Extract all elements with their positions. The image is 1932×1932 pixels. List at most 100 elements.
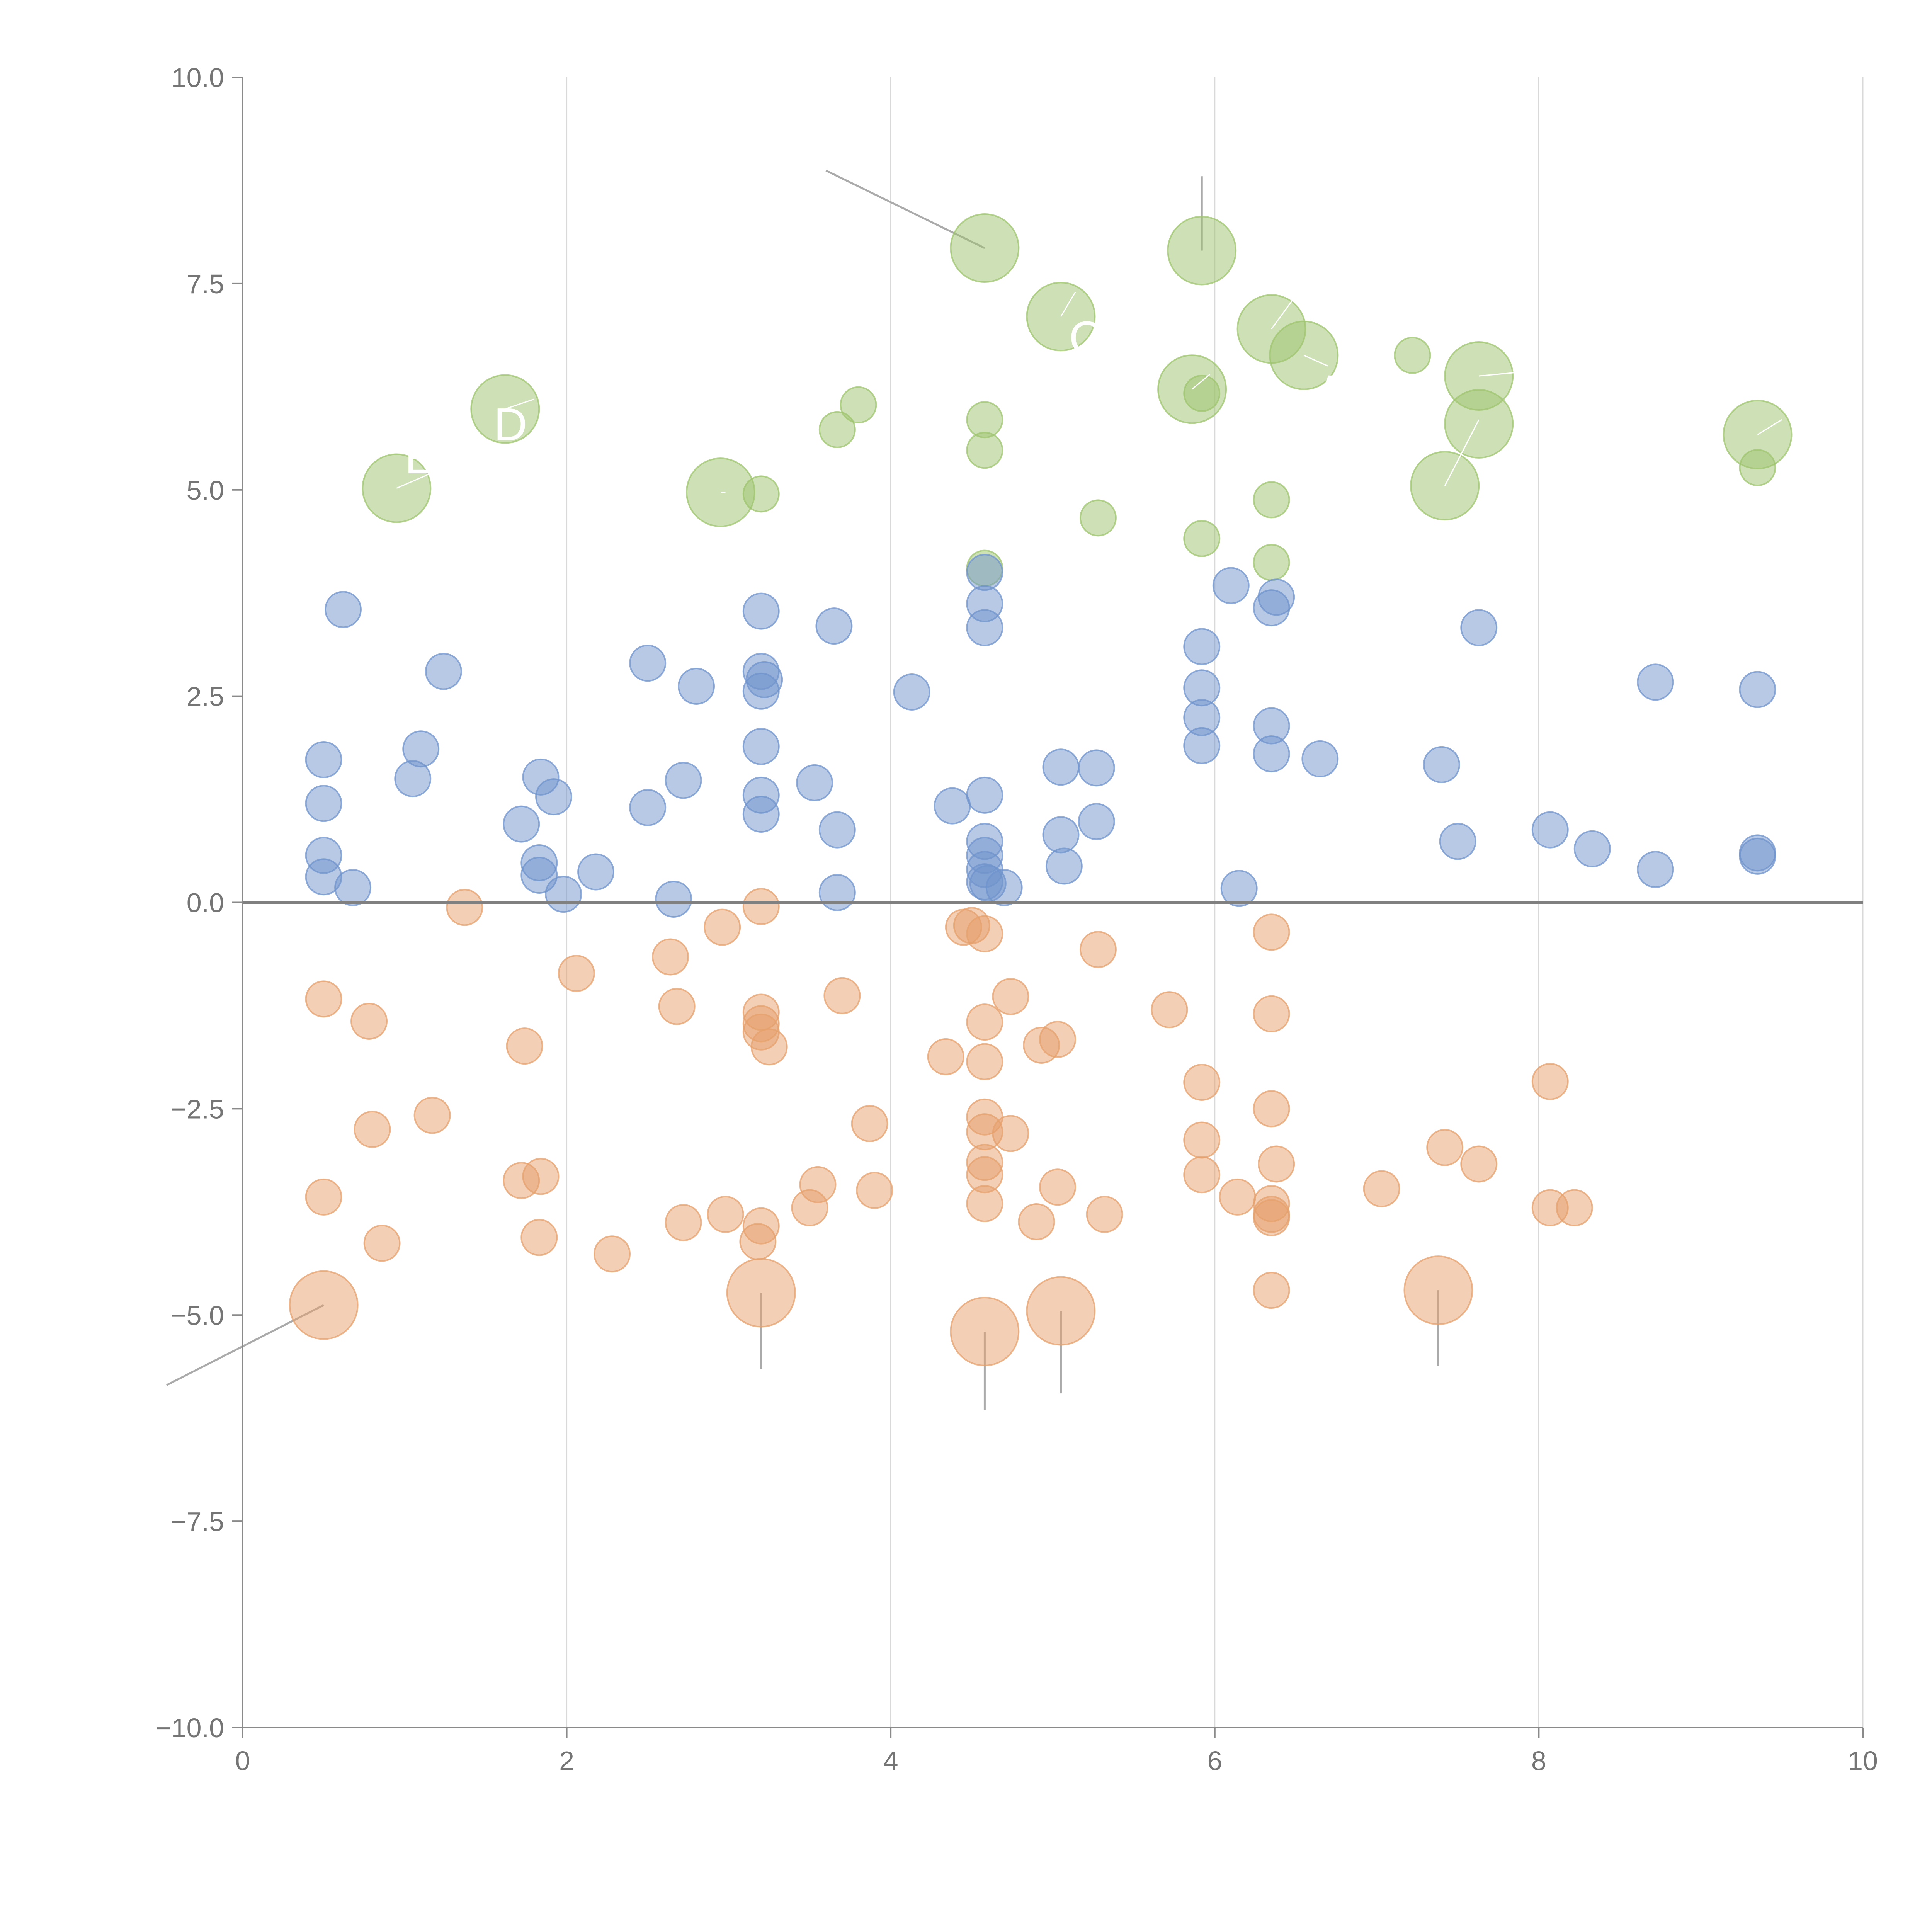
- y-tick-label: −2.5: [171, 1094, 224, 1124]
- green-bubble: [1253, 544, 1290, 581]
- orange-bubble: [1403, 1255, 1473, 1325]
- orange-bubble: [856, 1172, 893, 1209]
- y-tick-label: −7.5: [171, 1507, 224, 1537]
- orange-bubble: [363, 1225, 401, 1262]
- bubble-marks: [289, 213, 1793, 1366]
- ghost-label: A: [1315, 366, 1346, 417]
- orange-bubble: [966, 1185, 1003, 1222]
- orange-bubble: [1253, 1199, 1290, 1236]
- callout-line: [1757, 419, 1782, 435]
- blue-bubble: [818, 874, 856, 911]
- orange-bubble: [966, 915, 1003, 952]
- orange-bubble: [726, 1258, 796, 1328]
- blue-bubble: [1573, 830, 1611, 867]
- blue-bubble: [678, 667, 715, 705]
- ghost-labels: E D C A: [405, 312, 1346, 483]
- blue-bubble: [629, 645, 667, 682]
- green-bubble: [742, 475, 780, 513]
- orange-bubble: [1039, 1020, 1077, 1058]
- x-tick-label: 6: [1207, 1746, 1222, 1776]
- orange-bubble: [823, 977, 861, 1014]
- blue-bubble: [966, 609, 1003, 646]
- blue-bubble: [815, 607, 853, 645]
- orange-bubble: [992, 1115, 1029, 1152]
- y-axis-ticks: 10.0 7.5 5.0 2.5 0.0 −2.5 −5.0 −7.5 −10.0: [156, 63, 243, 1743]
- blue-bubble: [966, 554, 1003, 591]
- x-tick-label: 8: [1531, 1746, 1546, 1776]
- callout-line: [1479, 372, 1515, 377]
- green-bubble: [1167, 216, 1237, 286]
- orange-bubble: [1183, 1064, 1221, 1101]
- blue-bubble: [535, 778, 573, 816]
- blue-bubble: [1460, 609, 1498, 646]
- blue-bubble: [655, 880, 692, 918]
- orange-bubble: [927, 1038, 964, 1075]
- blue-bubble: [503, 805, 540, 843]
- orange-bubble: [1183, 1121, 1221, 1159]
- orange-bubble: [1219, 1178, 1256, 1216]
- orange-bubble: [704, 908, 741, 946]
- blue-bubble: [1739, 671, 1776, 708]
- x-axis-ticks: 0 2 4 6 8 10: [235, 1728, 1878, 1776]
- callout-line: [1444, 419, 1480, 486]
- green-bubble: [1739, 449, 1776, 486]
- y-tick-label: −5.0: [171, 1300, 224, 1330]
- blue-bubble: [1253, 735, 1290, 773]
- green-bubble: [818, 411, 856, 448]
- blue-bubble: [966, 776, 1003, 814]
- orange-bubble: [1531, 1063, 1569, 1100]
- orange-bubble: [594, 1235, 631, 1273]
- orange-bubble: [707, 1196, 744, 1233]
- orange-bubble: [289, 1270, 359, 1340]
- blue-bubble: [742, 592, 780, 630]
- blue-bubble: [577, 853, 615, 891]
- orange-bubble: [446, 889, 483, 926]
- orange-bubble: [1018, 1203, 1055, 1240]
- callout-line: [1271, 299, 1293, 330]
- callout-line: [1060, 291, 1076, 317]
- orange-bubble: [506, 1027, 543, 1065]
- orange-bubble: [1151, 991, 1188, 1029]
- y-tick-label: 0.0: [187, 888, 224, 918]
- x-tick-label: 2: [559, 1746, 574, 1776]
- blue-bubble: [1739, 837, 1776, 875]
- blue-bubble: [985, 869, 1023, 906]
- orange-bubble: [305, 1178, 342, 1216]
- blue-bubble: [742, 672, 780, 710]
- blue-bubble: [934, 787, 971, 825]
- orange-bubble: [520, 1219, 558, 1256]
- blue-bubble: [1183, 628, 1221, 665]
- orange-bubble: [305, 980, 342, 1018]
- orange-bubble: [658, 988, 696, 1025]
- blue-bubble: [1439, 823, 1476, 860]
- orange-bubble: [1253, 995, 1290, 1032]
- blue-bubble: [1301, 740, 1339, 777]
- x-tick-label: 4: [883, 1746, 898, 1776]
- blue-bubble: [1258, 578, 1295, 616]
- blue-bubble: [1637, 663, 1674, 701]
- blue-bubble: [1042, 816, 1080, 854]
- orange-bubble: [354, 1111, 391, 1148]
- callout-line: [396, 468, 441, 489]
- orange-bubble: [651, 938, 689, 976]
- blue-bubble: [305, 741, 342, 779]
- green-bubble: [966, 432, 1003, 469]
- blue-bubble: [665, 762, 702, 799]
- green-bubble: [1183, 520, 1221, 557]
- callout-line: [1192, 374, 1211, 390]
- green-bubble: [1253, 481, 1290, 519]
- orange-bubble: [1363, 1170, 1400, 1208]
- orange-bubble: [799, 1166, 837, 1203]
- orange-bubble: [1253, 1090, 1290, 1128]
- green-bubble: [840, 386, 877, 423]
- blue-bubble: [545, 876, 582, 913]
- ghost-label: E: [405, 432, 435, 483]
- blue-bubble: [1183, 727, 1221, 764]
- blue-bubble: [1637, 851, 1674, 888]
- green-bubble: [1394, 337, 1431, 374]
- orange-bubble: [1253, 1272, 1290, 1309]
- orange-bubble: [522, 1158, 560, 1195]
- blue-bubble: [305, 785, 342, 822]
- blue-bubble: [1045, 847, 1083, 885]
- x-tick-label: 0: [235, 1746, 250, 1776]
